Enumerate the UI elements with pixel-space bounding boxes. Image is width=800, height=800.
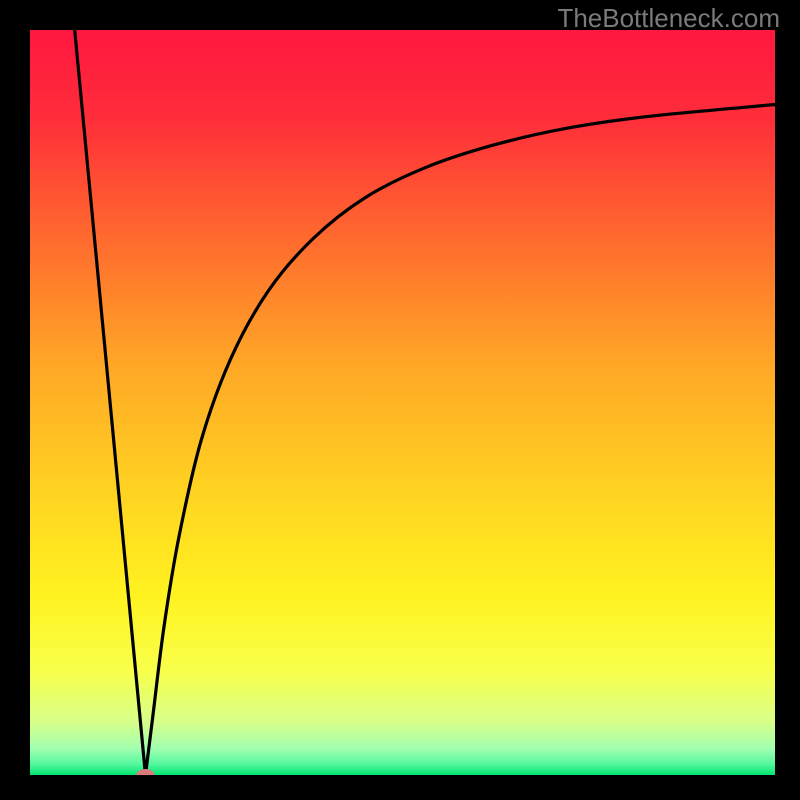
bottleneck-curve (30, 30, 775, 775)
optimal-point-marker (136, 769, 154, 775)
curve-path (75, 30, 775, 775)
plot-area (30, 30, 775, 775)
watermark-text: TheBottleneck.com (557, 3, 780, 34)
